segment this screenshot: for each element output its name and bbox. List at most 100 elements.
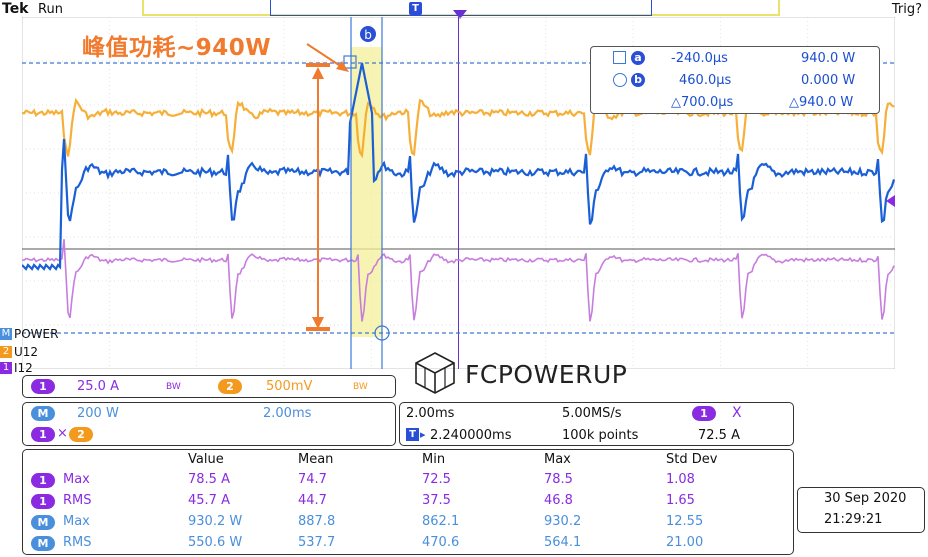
measurement-source-badge: 1 xyxy=(31,473,55,488)
trigger-position-marker[interactable]: T xyxy=(409,2,422,15)
measurement-source-badge: M xyxy=(31,536,55,551)
cursor-a-time: -240.0µs xyxy=(671,51,728,66)
measurement-type: RMS xyxy=(63,493,92,508)
measurement-cell: 46.8 xyxy=(544,493,573,508)
cursor-delta-value: △940.0 W xyxy=(789,95,854,110)
horizontal-panel[interactable]: 2.00ms 5.00MS/s 1 X T ▸ 2.240000ms 100k … xyxy=(399,402,794,446)
measurement-cell: 45.7 A xyxy=(188,493,230,508)
time-display: 21:29:21 xyxy=(824,512,883,527)
measurement-column-header: Max xyxy=(544,452,571,467)
peak-top-tick xyxy=(306,63,330,67)
ch2-bandwidth-limit: BW xyxy=(353,382,368,392)
ch1-bandwidth-limit: BW xyxy=(166,382,181,392)
status-bar: Tek Run T Trig? xyxy=(0,0,928,19)
graticule xyxy=(22,17,895,369)
trigger-status: Trig? xyxy=(891,2,922,17)
math-operator: × xyxy=(57,426,68,441)
measurement-column-header: Min xyxy=(422,452,446,467)
measurement-cell: 12.55 xyxy=(666,514,704,529)
measurement-cell: 537.7 xyxy=(298,535,336,550)
measurement-type: Max xyxy=(63,472,90,487)
horizontal-position: 2.240000ms xyxy=(430,428,512,443)
cursor-b-top-label: b xyxy=(364,28,372,42)
measurement-source-badge: 1 xyxy=(31,494,55,509)
ch2-scale-badge: 2 xyxy=(218,379,242,394)
measurement-cell: 78.5 xyxy=(544,472,573,487)
measurement-cell: 930.2 xyxy=(544,514,582,529)
ch1-label: I12 xyxy=(14,361,33,375)
peak-span-arrow-up xyxy=(312,67,324,79)
cursor-b-circle-icon xyxy=(613,73,627,87)
cursor-a-handle[interactable] xyxy=(343,55,357,69)
peak-span-arrow-down xyxy=(312,317,324,329)
cursor-delta-time: △700.0µs xyxy=(671,95,734,110)
math-operand-b: 2 xyxy=(69,427,93,442)
vertical-scale-panel[interactable]: 1 25.0 A BW 2 500mV BW xyxy=(22,375,396,398)
measurement-cell: 1.08 xyxy=(666,472,695,487)
ch2-channel-label[interactable]: 2 U12 xyxy=(0,345,38,359)
cursor-readout[interactable]: a -240.0µs 940.0 W b 460.0µs 0.000 W △70… xyxy=(590,46,880,114)
acquisition-state[interactable]: Run xyxy=(38,2,63,17)
cursor-b-time: 460.0µs xyxy=(679,73,732,88)
ch2-scale: 500mV xyxy=(266,379,313,394)
math-badge: M xyxy=(0,328,12,340)
measurement-cell: 887.8 xyxy=(298,514,336,529)
measurement-cell: 78.5 A xyxy=(188,472,230,487)
trigger-level: 72.5 A xyxy=(698,428,740,443)
peak-power-annotation: 峰值功耗~940W xyxy=(82,35,272,61)
arrow-right-icon: ▸ xyxy=(420,428,426,441)
measurement-cell: 21.00 xyxy=(666,535,704,550)
math-operand-a: 1 xyxy=(31,427,55,442)
measurement-cell: 37.5 xyxy=(422,493,451,508)
measurement-column-header: Std Dev xyxy=(666,452,718,467)
datetime-panel: 30 Sep 2020 21:29:21 xyxy=(797,487,925,533)
math-label: POWER xyxy=(14,327,59,341)
ch1-channel-label[interactable]: 1 I12 xyxy=(0,361,33,375)
math-scale: 200 W xyxy=(77,406,119,421)
measurement-cell: 564.1 xyxy=(544,535,582,550)
annotation-arrow xyxy=(306,43,346,70)
horizontal-scale: 2.00ms xyxy=(406,406,455,421)
measurement-column-header: Mean xyxy=(298,452,334,467)
annotation-arrowhead xyxy=(336,61,349,72)
measurement-cell: 862.1 xyxy=(422,514,460,529)
measurement-source-badge: M xyxy=(31,515,55,530)
record-length: 100k points xyxy=(562,428,639,443)
measurement-cell: 44.7 xyxy=(298,493,327,508)
ch-offset-marker-icon[interactable] xyxy=(886,195,895,207)
math-scale-badge: M xyxy=(31,406,55,421)
sample-rate: 5.00MS/s xyxy=(562,406,622,421)
date-display: 30 Sep 2020 xyxy=(824,491,907,506)
measurement-cell: 1.65 xyxy=(666,493,695,508)
cursor-b-value: 0.000 W xyxy=(801,73,856,88)
ch1-badge: 1 xyxy=(0,362,12,374)
cursor-b-top-marker[interactable] xyxy=(360,26,376,42)
ch1-scale-badge: 1 xyxy=(31,379,55,394)
ch2-badge: 2 xyxy=(0,346,12,358)
trigger-point-icon xyxy=(453,10,467,19)
math-channel-label[interactable]: M POWER xyxy=(0,327,58,341)
math-waveform xyxy=(22,62,895,271)
trigger-slope-icon: X xyxy=(732,405,742,421)
measurement-column-header: Value xyxy=(188,452,224,467)
measurement-cell: 74.7 xyxy=(298,472,327,487)
cursor-b-handle[interactable] xyxy=(374,325,390,341)
trigger-source-badge: 1 xyxy=(692,406,716,421)
math-panel[interactable]: M 200 W 2.00ms 1 × 2 xyxy=(22,402,396,446)
horizontal-position-icon: T xyxy=(406,428,419,441)
measurement-type: Max xyxy=(63,514,90,529)
ch1-waveform xyxy=(22,239,895,322)
watermark-text: FCPOWERUP xyxy=(465,360,628,389)
brand-logo: Tek xyxy=(2,1,29,17)
cursor-b-badge: b xyxy=(631,73,645,87)
cursor-a-value: 940.0 W xyxy=(801,51,856,66)
measurement-cell: 470.6 xyxy=(422,535,460,550)
cursor-a-badge: a xyxy=(631,51,645,65)
peak-bottom-tick xyxy=(306,327,330,331)
measurement-type: RMS xyxy=(63,535,92,550)
measurement-cell: 72.5 xyxy=(422,472,451,487)
measurement-cell: 930.2 W xyxy=(188,514,243,529)
measurements-table[interactable]: Value Mean Min Max Std Dev 1 Max 78.5 A 74.7 72.… xyxy=(22,449,794,555)
math-timebase: 2.00ms xyxy=(263,406,312,421)
cursor-a-square-icon xyxy=(613,51,626,64)
